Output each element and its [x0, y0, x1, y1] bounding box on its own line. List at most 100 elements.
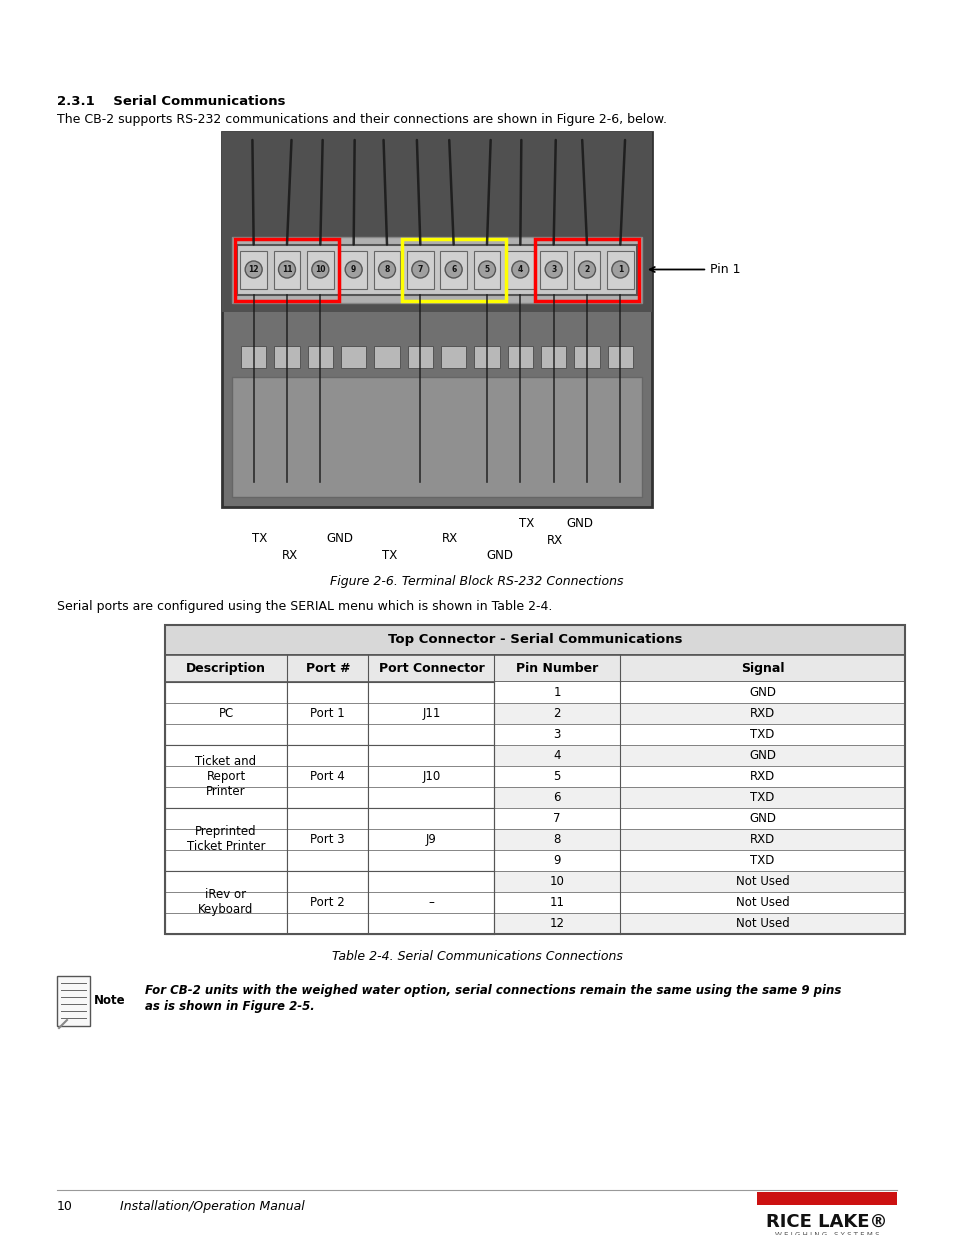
- Bar: [307, 251, 334, 289]
- Bar: [165, 745, 287, 808]
- Bar: [241, 346, 266, 368]
- Bar: [574, 346, 599, 368]
- Bar: [222, 132, 651, 312]
- Bar: [506, 251, 533, 289]
- Bar: [274, 346, 299, 368]
- Bar: [165, 703, 904, 724]
- Bar: [287, 808, 368, 871]
- Text: Installation/Operation Manual: Installation/Operation Manual: [120, 1200, 304, 1213]
- Circle shape: [312, 261, 329, 278]
- Text: Signal: Signal: [740, 662, 783, 676]
- Bar: [539, 251, 566, 289]
- Text: as is shown in Figure 2-5.: as is shown in Figure 2-5.: [145, 1000, 314, 1013]
- Text: For CB-2 units with the weighed water option, serial connections remain the same: For CB-2 units with the weighed water op…: [145, 984, 841, 997]
- Bar: [340, 346, 366, 368]
- Text: 9: 9: [351, 266, 355, 274]
- Bar: [287, 871, 368, 934]
- Text: GND: GND: [748, 685, 775, 699]
- Text: 8: 8: [384, 266, 389, 274]
- Bar: [368, 871, 494, 934]
- Text: 6: 6: [451, 266, 456, 274]
- Circle shape: [412, 261, 429, 278]
- Text: W E I G H I N G   S Y S T E M S: W E I G H I N G S Y S T E M S: [774, 1233, 879, 1235]
- Text: 4: 4: [517, 266, 522, 274]
- Bar: [368, 745, 494, 808]
- Text: –: –: [428, 897, 434, 909]
- Text: Port 3: Port 3: [310, 832, 345, 846]
- Bar: [165, 892, 904, 913]
- Text: TX: TX: [382, 550, 397, 562]
- Circle shape: [544, 261, 561, 278]
- Text: The CB-2 supports RS-232 communications and their connections are shown in Figur: The CB-2 supports RS-232 communications …: [57, 112, 666, 126]
- Text: TXD: TXD: [750, 727, 774, 741]
- Text: 12: 12: [549, 918, 564, 930]
- Text: TX: TX: [518, 517, 534, 530]
- Bar: [165, 682, 287, 745]
- Text: RX: RX: [282, 550, 297, 562]
- Bar: [165, 625, 904, 934]
- Bar: [165, 808, 287, 871]
- Bar: [573, 251, 599, 289]
- Text: 2.3.1    Serial Communications: 2.3.1 Serial Communications: [57, 95, 285, 107]
- Text: RXD: RXD: [749, 706, 775, 720]
- Text: RXD: RXD: [749, 769, 775, 783]
- Text: TXD: TXD: [750, 790, 774, 804]
- Circle shape: [611, 261, 628, 278]
- Circle shape: [478, 261, 495, 278]
- Text: 2: 2: [553, 706, 560, 720]
- Bar: [607, 346, 633, 368]
- Circle shape: [445, 261, 461, 278]
- Bar: [340, 251, 367, 289]
- Text: Preprinted
Ticket Printer: Preprinted Ticket Printer: [187, 825, 265, 853]
- Bar: [368, 808, 494, 871]
- Bar: [165, 808, 904, 829]
- Text: GND: GND: [748, 811, 775, 825]
- Text: 2: 2: [584, 266, 589, 274]
- Bar: [374, 251, 400, 289]
- Bar: [165, 745, 904, 766]
- Text: 6: 6: [553, 790, 560, 804]
- Text: Port #: Port #: [305, 662, 350, 676]
- Text: iRev or
Keyboard: iRev or Keyboard: [198, 888, 253, 916]
- Bar: [165, 850, 904, 871]
- Text: 5: 5: [553, 769, 560, 783]
- Bar: [535, 238, 639, 300]
- Text: 10: 10: [549, 876, 564, 888]
- Text: Serial ports are configured using the SERIAL menu which is shown in Table 2-4.: Serial ports are configured using the SE…: [57, 600, 552, 613]
- Circle shape: [245, 261, 262, 278]
- Text: 10: 10: [314, 266, 325, 274]
- Text: 12: 12: [248, 266, 258, 274]
- Text: GND: GND: [748, 748, 775, 762]
- Circle shape: [345, 261, 362, 278]
- Text: GND: GND: [486, 550, 513, 562]
- Text: Not Used: Not Used: [735, 876, 788, 888]
- Bar: [440, 251, 467, 289]
- Bar: [165, 871, 287, 934]
- Bar: [287, 682, 368, 745]
- Text: 7: 7: [553, 811, 560, 825]
- Text: 4: 4: [553, 748, 560, 762]
- Text: 1: 1: [617, 266, 622, 274]
- Bar: [165, 829, 904, 850]
- Text: 7: 7: [417, 266, 422, 274]
- Text: 1: 1: [553, 685, 560, 699]
- Text: GND: GND: [566, 517, 593, 530]
- Text: 3: 3: [551, 266, 556, 274]
- Text: 10: 10: [57, 1200, 72, 1213]
- Text: Not Used: Not Used: [735, 918, 788, 930]
- Bar: [165, 787, 904, 808]
- Text: TXD: TXD: [750, 853, 774, 867]
- Text: Table 2-4. Serial Communications Connections: Table 2-4. Serial Communications Connect…: [332, 950, 621, 963]
- Bar: [308, 346, 333, 368]
- Text: PC: PC: [218, 706, 233, 720]
- Text: Port 4: Port 4: [310, 769, 345, 783]
- Bar: [165, 682, 904, 703]
- Bar: [165, 655, 904, 682]
- Text: 3: 3: [553, 727, 560, 741]
- Bar: [165, 625, 904, 655]
- Bar: [234, 238, 338, 300]
- Bar: [407, 251, 434, 289]
- Text: RX: RX: [546, 534, 562, 547]
- Bar: [240, 251, 267, 289]
- Bar: [274, 251, 300, 289]
